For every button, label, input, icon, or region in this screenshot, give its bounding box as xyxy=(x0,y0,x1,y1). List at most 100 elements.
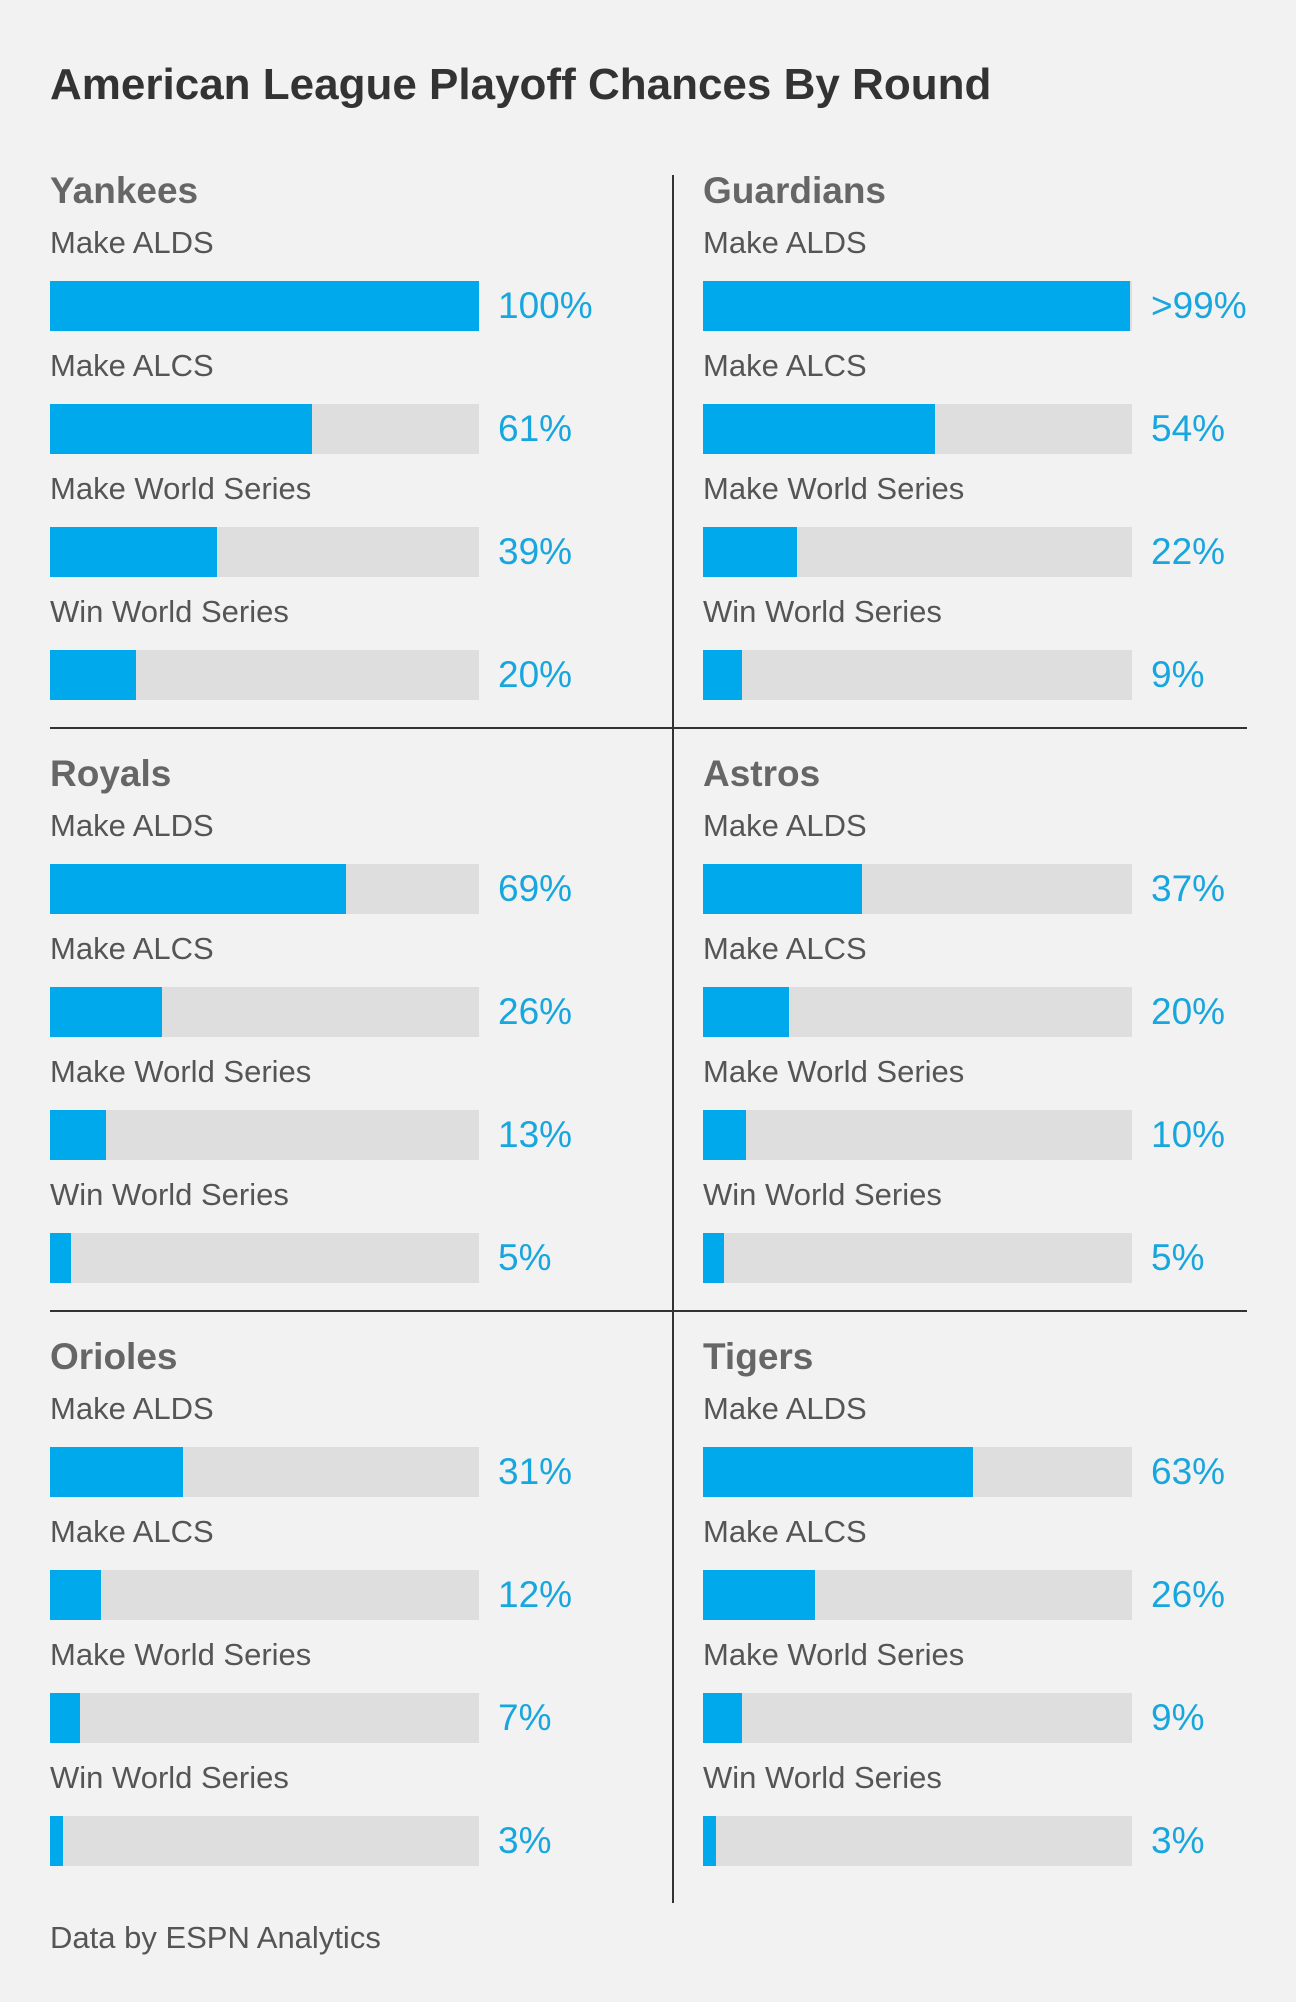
bar xyxy=(703,1816,716,1866)
bar-track xyxy=(703,404,1132,454)
round-row: Win World Series 3% xyxy=(50,1760,650,1883)
bar xyxy=(50,987,162,1037)
round-row: Win World Series 9% xyxy=(703,594,1296,717)
bar xyxy=(703,404,935,454)
team-name: Yankees xyxy=(50,170,199,211)
round-row: Make World Series 13% xyxy=(50,1054,650,1177)
round-row: Make ALDS 69% xyxy=(50,808,650,931)
bar-track xyxy=(703,1110,1132,1160)
round-row: Make ALDS >99% xyxy=(703,225,1296,348)
team-name: Astros xyxy=(703,753,821,794)
bar-track xyxy=(50,1816,479,1866)
bar-track xyxy=(50,864,479,914)
round-label: Make ALCS xyxy=(703,1514,867,1549)
bar-track xyxy=(703,650,1132,700)
bar-value-label: 7% xyxy=(498,1697,552,1738)
bar-track xyxy=(703,864,1132,914)
bar xyxy=(50,1233,72,1283)
round-label: Make ALDS xyxy=(50,225,214,260)
bar-value-label: >99% xyxy=(1151,285,1247,326)
bar-value-label: 37% xyxy=(1151,868,1226,909)
round-label: Win World Series xyxy=(703,594,942,629)
round-row: Make ALCS 54% xyxy=(703,348,1296,471)
round-label: Win World Series xyxy=(703,1760,942,1795)
round-label: Make World Series xyxy=(50,471,312,506)
round-row: Make ALDS 63% xyxy=(703,1391,1296,1514)
bar-track xyxy=(703,1233,1132,1283)
chart-title: American League Playoff Chances By Round xyxy=(50,60,992,109)
round-label: Win World Series xyxy=(50,1760,289,1795)
bar xyxy=(703,1447,974,1497)
bar-value-label: 63% xyxy=(1151,1451,1226,1492)
bar xyxy=(703,281,1130,331)
bar-track xyxy=(50,1447,479,1497)
bar-value-label: 39% xyxy=(498,531,573,572)
bar-value-label: 20% xyxy=(1151,991,1226,1032)
bar-track xyxy=(703,987,1132,1037)
round-label: Make ALDS xyxy=(703,225,867,260)
round-row: Win World Series 3% xyxy=(703,1760,1296,1883)
round-row: Make ALCS 20% xyxy=(703,931,1296,1054)
team-name: Guardians xyxy=(703,170,886,211)
bar-value-label: 5% xyxy=(1151,1237,1205,1278)
round-label: Win World Series xyxy=(50,594,289,629)
bar-value-label: 54% xyxy=(1151,408,1226,449)
bar xyxy=(50,281,479,331)
bar xyxy=(50,1816,63,1866)
bar xyxy=(703,527,798,577)
round-label: Make ALCS xyxy=(50,348,214,383)
bar-value-label: 13% xyxy=(498,1114,573,1155)
round-row: Win World Series 5% xyxy=(703,1177,1296,1300)
row-divider xyxy=(50,727,1247,729)
bar-track xyxy=(50,1570,479,1620)
bar-value-label: 20% xyxy=(498,654,573,695)
bar-track xyxy=(703,1693,1132,1743)
bar-value-label: 61% xyxy=(498,408,573,449)
bar-track xyxy=(50,987,479,1037)
round-row: Make World Series 22% xyxy=(703,471,1296,594)
source-note: Data by ESPN Analytics xyxy=(50,1920,381,1955)
bar-value-label: 9% xyxy=(1151,654,1205,695)
round-row: Make ALCS 61% xyxy=(50,348,650,471)
bar-track xyxy=(703,1570,1132,1620)
bar-track xyxy=(50,527,479,577)
bar-track xyxy=(50,1233,479,1283)
team-name: Tigers xyxy=(703,1336,814,1377)
round-row: Make World Series 7% xyxy=(50,1637,650,1760)
bar-track xyxy=(703,281,1132,331)
row-divider xyxy=(50,1310,1247,1312)
bar-value-label: 3% xyxy=(498,1820,552,1861)
bar-track xyxy=(50,650,479,700)
bar-value-label: 69% xyxy=(498,868,573,909)
round-row: Make World Series 39% xyxy=(50,471,650,594)
team-name: Orioles xyxy=(50,1336,178,1377)
bar-value-label: 12% xyxy=(498,1574,573,1615)
bar-value-label: 22% xyxy=(1151,531,1226,572)
bar-track xyxy=(703,527,1132,577)
round-row: Make ALDS 31% xyxy=(50,1391,650,1514)
round-label: Make World Series xyxy=(703,471,965,506)
round-label: Make ALCS xyxy=(50,1514,214,1549)
bar-track xyxy=(50,281,479,331)
round-row: Make ALDS 37% xyxy=(703,808,1296,931)
bar xyxy=(50,1447,183,1497)
bar-value-label: 100% xyxy=(498,285,593,326)
round-label: Make World Series xyxy=(50,1054,312,1089)
bar-value-label: 5% xyxy=(498,1237,552,1278)
bar xyxy=(50,527,218,577)
bar-value-label: 10% xyxy=(1151,1114,1226,1155)
bar xyxy=(50,1110,106,1160)
round-row: Make ALCS 26% xyxy=(50,931,650,1054)
round-label: Win World Series xyxy=(703,1177,942,1212)
bar-track xyxy=(50,404,479,454)
round-label: Make World Series xyxy=(50,1637,312,1672)
round-row: Make ALDS 100% xyxy=(50,225,650,348)
round-label: Make ALDS xyxy=(50,808,214,843)
bar-track xyxy=(50,1110,479,1160)
round-label: Make ALCS xyxy=(50,931,214,966)
round-label: Make ALCS xyxy=(703,348,867,383)
bar-track xyxy=(50,1693,479,1743)
round-label: Make ALDS xyxy=(703,808,867,843)
round-row: Make World Series 10% xyxy=(703,1054,1296,1177)
